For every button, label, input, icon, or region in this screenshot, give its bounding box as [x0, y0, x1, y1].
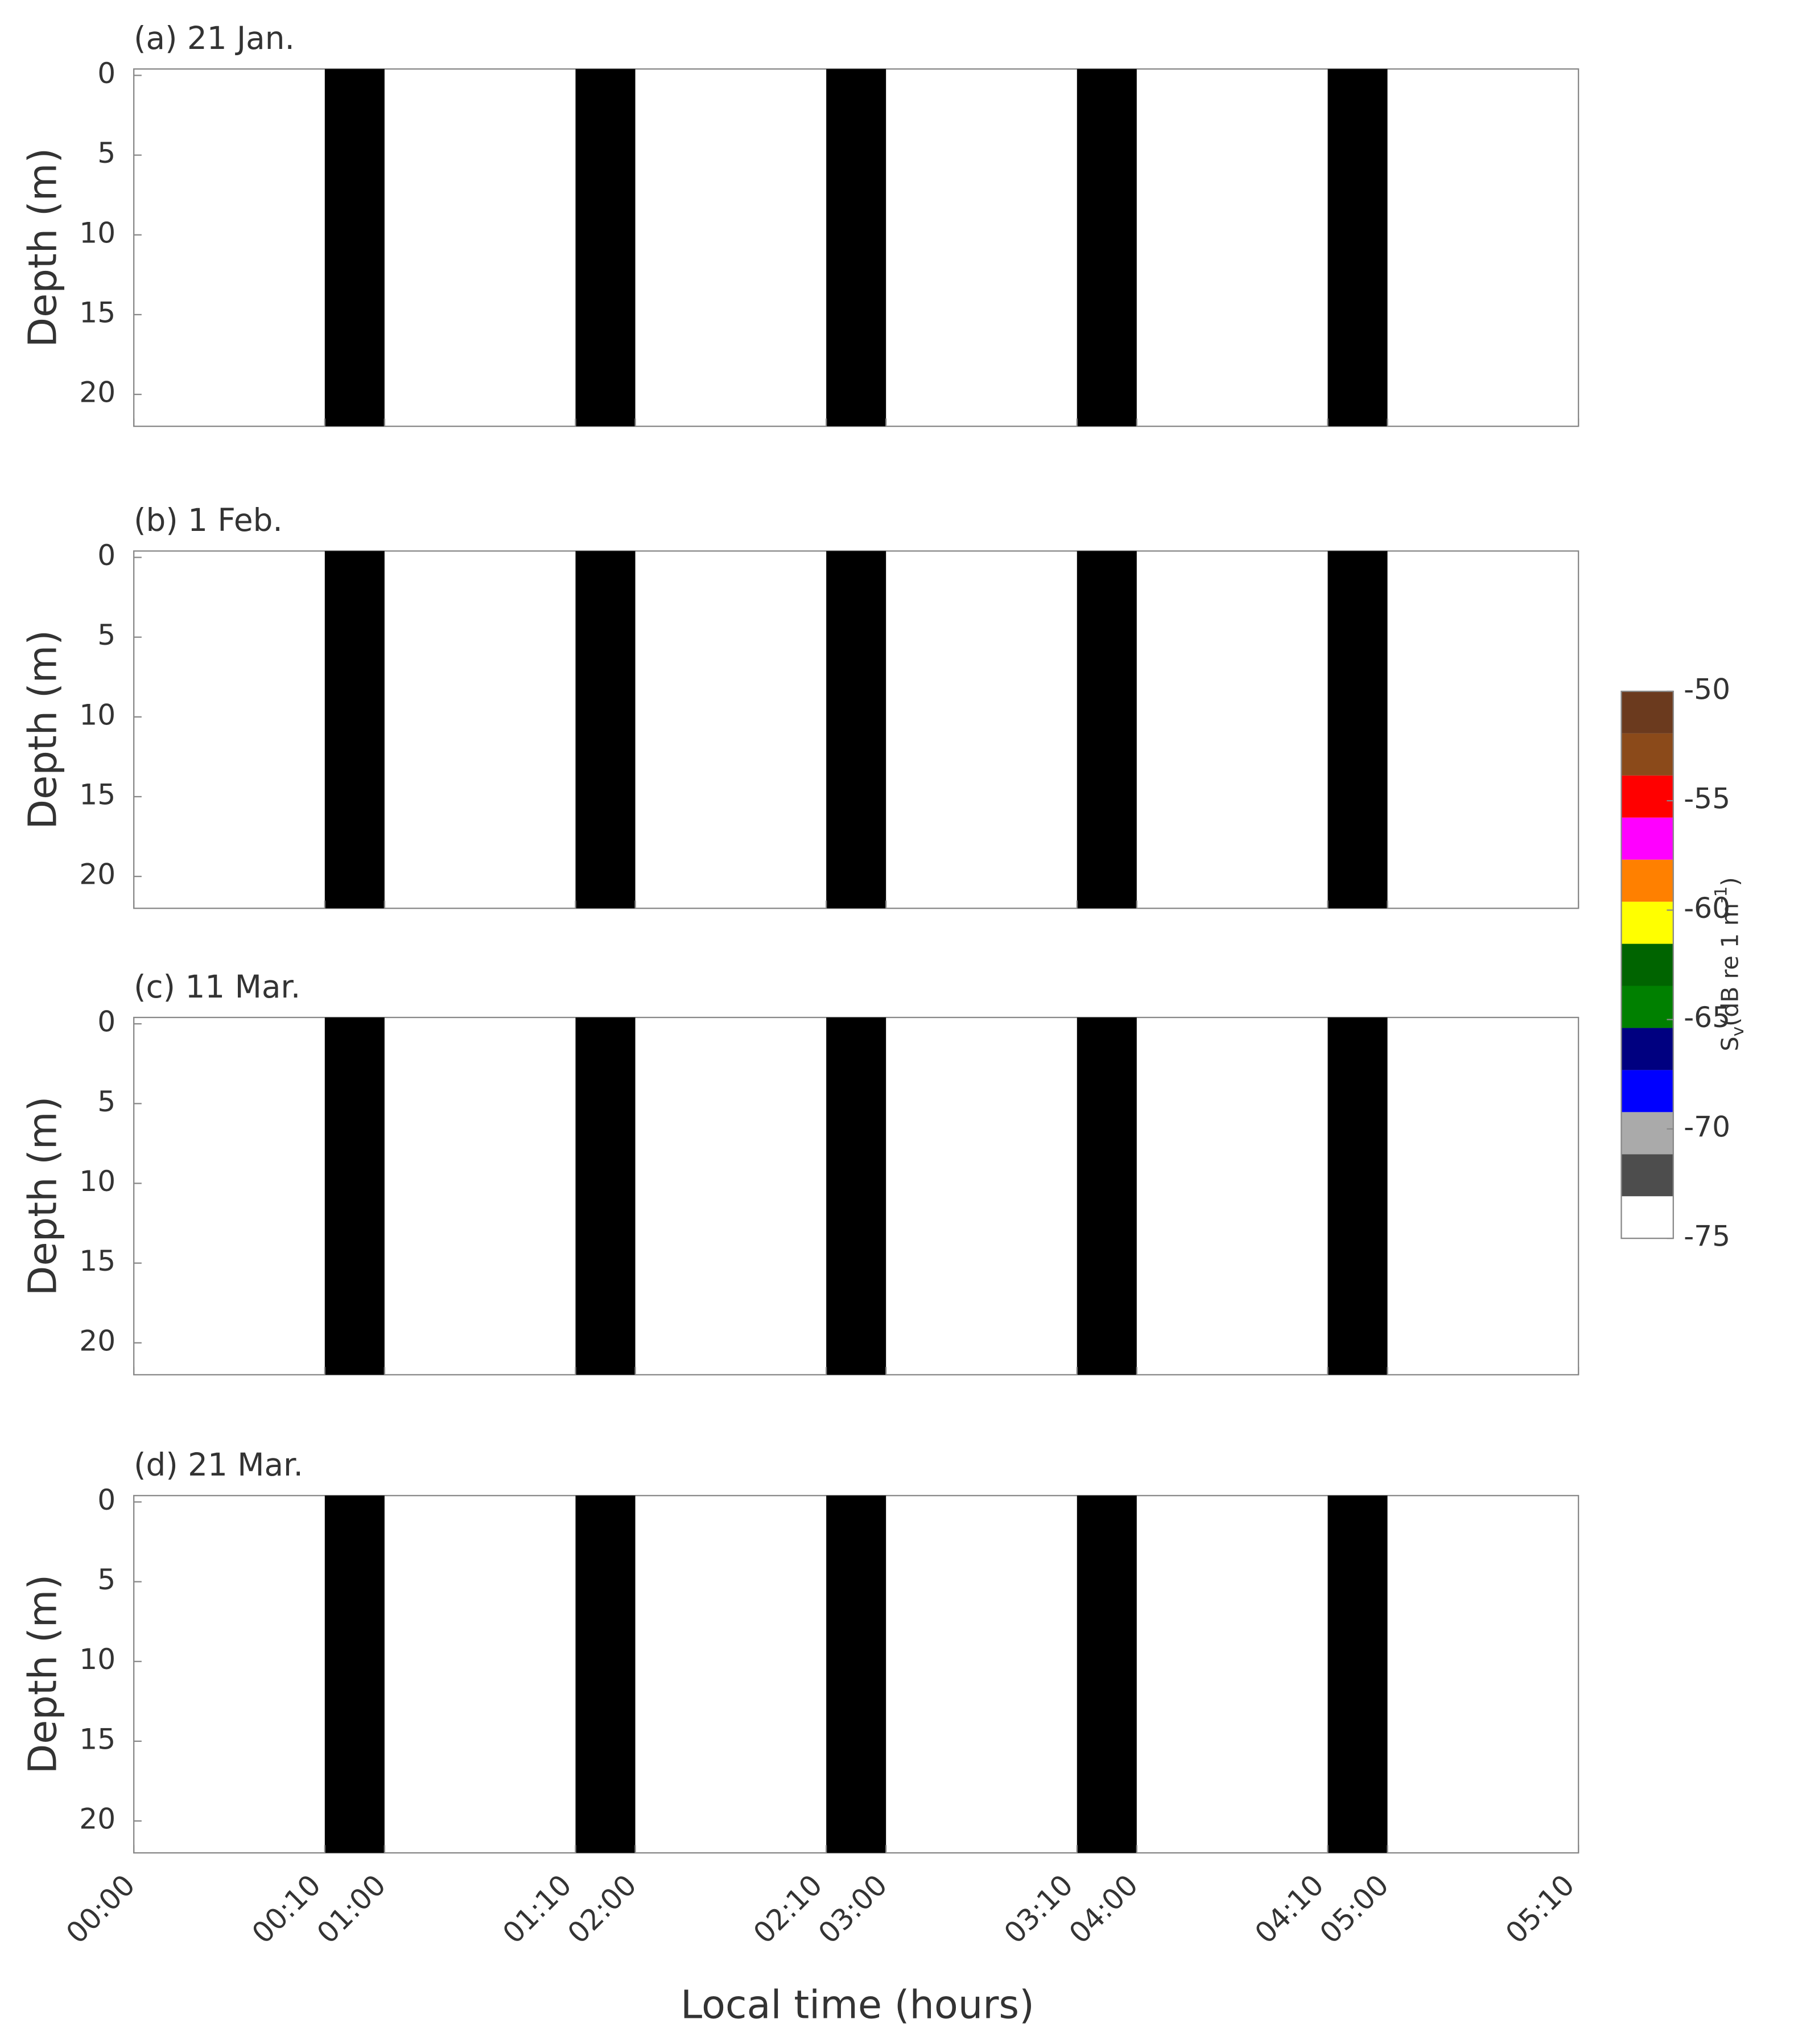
data-gap: [324, 1495, 385, 1853]
x-tick-label: 05:10: [1499, 1868, 1581, 1950]
colorbar-label: Sv(dB re 1 m-1): [1710, 877, 1747, 1051]
data-gap: [324, 1017, 385, 1375]
y-axis-label: Depth (m): [20, 148, 65, 348]
panel-title: (d) 21 Mar.: [134, 1447, 303, 1483]
y-tick-label: 5: [97, 1085, 116, 1118]
colorbar-tick-label: -70: [1684, 1110, 1730, 1143]
x-tick-label: 03:10: [997, 1868, 1079, 1950]
y-tick-label: 5: [97, 1563, 116, 1596]
colorbar-swatch: [1621, 817, 1673, 860]
data-gap: [1327, 69, 1388, 427]
data-gap: [575, 551, 636, 909]
data-gap: [1077, 69, 1137, 427]
data-gap: [1077, 551, 1137, 909]
x-tick-label: 02:10: [747, 1868, 828, 1950]
colorbar-swatch: [1621, 859, 1673, 902]
y-tick-label: 15: [79, 778, 116, 811]
panel-title: (c) 11 Mar.: [134, 969, 300, 1005]
colorbar-swatch: [1621, 986, 1673, 1028]
x-tick-label: 04:00: [1062, 1868, 1144, 1950]
cb-label-end: ): [1717, 877, 1744, 886]
colorbar-tick-label: -50: [1684, 672, 1730, 706]
colorbar-swatch: [1621, 691, 1673, 733]
data-gap: [575, 1017, 636, 1375]
y-axis-label: Depth (m): [20, 1097, 65, 1296]
y-tick-label: 0: [97, 1005, 116, 1039]
y-axis-label: Depth (m): [20, 1575, 65, 1774]
data-gap: [1327, 1017, 1388, 1375]
colorbar-tick-label: -55: [1684, 782, 1730, 815]
y-tick-label: 20: [79, 1324, 116, 1357]
x-tick-label: 03:00: [812, 1868, 894, 1950]
data-gap: [1077, 1017, 1137, 1375]
data-gap: [826, 1495, 886, 1853]
data-gap: [826, 551, 886, 909]
data-gap: [1327, 551, 1388, 909]
colorbar-swatch: [1621, 1028, 1673, 1070]
y-tick-label: 10: [79, 698, 116, 731]
colorbar-swatch: [1621, 733, 1673, 776]
panel-title: (a) 21 Jan.: [134, 20, 295, 56]
colorbar-swatch: [1621, 1196, 1673, 1239]
x-tick-label: 01:10: [496, 1868, 578, 1950]
y-tick-label: 0: [97, 56, 116, 90]
x-tick-label: 02:00: [561, 1868, 643, 1950]
data-gap: [324, 551, 385, 909]
data-gap: [826, 1017, 886, 1375]
data-gap: [1327, 1495, 1388, 1853]
colorbar-tick-label: -75: [1684, 1219, 1730, 1253]
cb-label-sup: -1: [1710, 886, 1730, 903]
x-tick-label: 05:00: [1313, 1868, 1395, 1950]
colorbar-swatch: [1621, 943, 1673, 986]
colorbar-swatch: [1621, 775, 1673, 818]
panel-title: (b) 1 Feb.: [134, 502, 283, 538]
cb-label-sub: v: [1727, 1027, 1747, 1037]
x-tick-label: 01:00: [310, 1868, 392, 1950]
y-tick-label: 20: [79, 376, 116, 409]
x-tick-label: 00:10: [245, 1868, 327, 1950]
colorbar-frame: [1620, 690, 1674, 1239]
colorbar-swatch: [1621, 901, 1673, 944]
y-tick-label: 0: [97, 538, 116, 572]
colorbar-swatch: [1621, 1112, 1673, 1155]
y-tick-label: 0: [97, 1483, 116, 1516]
y-tick-label: 10: [79, 1164, 116, 1198]
x-axis-label: Local time (hours): [681, 1982, 1034, 2027]
y-tick-label: 15: [79, 295, 116, 329]
data-gap: [575, 1495, 636, 1853]
colorbar-swatch: [1621, 1154, 1673, 1197]
y-tick-label: 20: [79, 858, 116, 891]
data-gap: [324, 69, 385, 427]
x-tick-label: 04:10: [1248, 1868, 1330, 1950]
data-gap: [575, 69, 636, 427]
y-tick-label: 15: [79, 1244, 116, 1278]
y-tick-label: 10: [79, 216, 116, 249]
data-gap: [1077, 1495, 1137, 1853]
colorbar-swatch: [1621, 1070, 1673, 1112]
y-tick-label: 5: [97, 136, 116, 170]
cb-label-main: S: [1717, 1036, 1744, 1051]
y-tick-label: 15: [79, 1722, 116, 1755]
x-tick-label: 00:00: [60, 1868, 142, 1950]
y-tick-label: 10: [79, 1642, 116, 1676]
colorbar-tick-label: -65: [1684, 1000, 1730, 1034]
y-axis-label: Depth (m): [20, 630, 65, 830]
data-gap: [826, 69, 886, 427]
colorbar-tick-label: -60: [1684, 891, 1730, 925]
y-tick-label: 20: [79, 1802, 116, 1836]
cb-label-mid: (dB re 1 m: [1717, 903, 1744, 1027]
y-tick-label: 5: [97, 618, 116, 652]
